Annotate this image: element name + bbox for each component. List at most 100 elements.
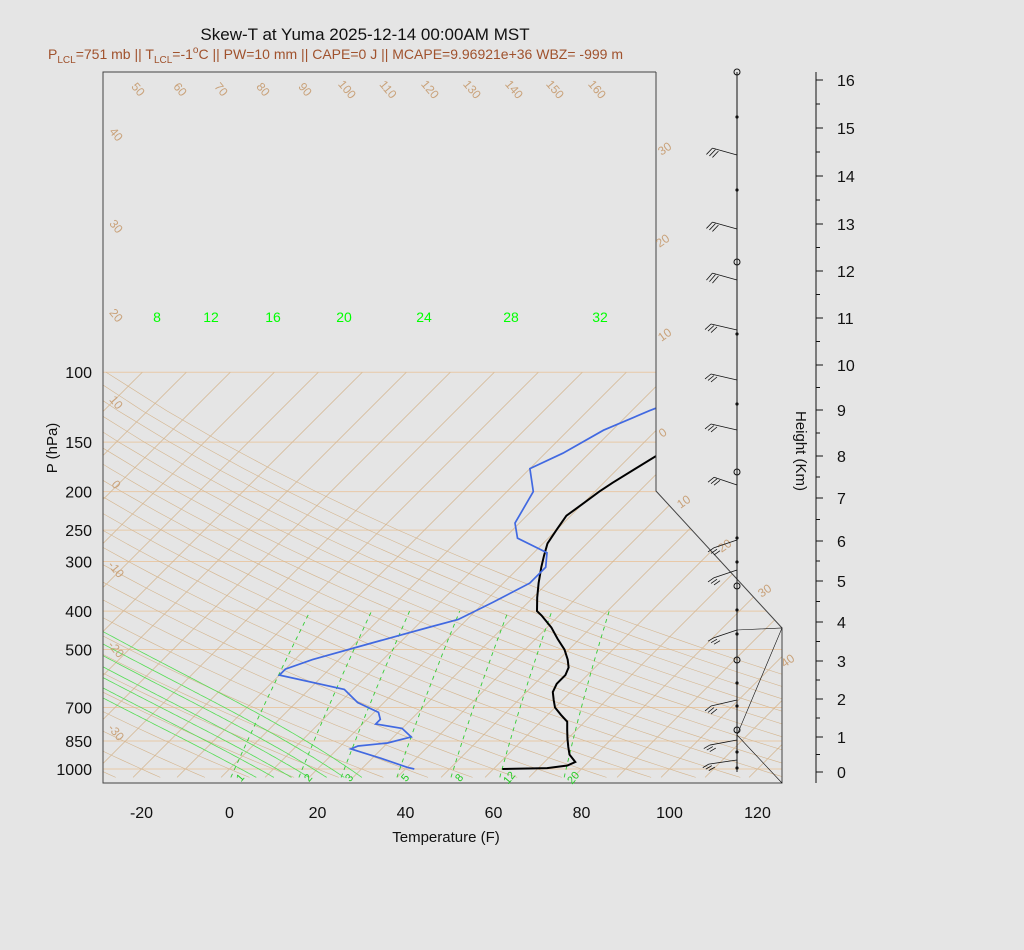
wind-barb-flag — [713, 550, 721, 556]
isotherm-label: 110 — [377, 78, 400, 102]
isotherm-label: 10 — [106, 393, 126, 412]
dry-adiabat-line — [103, 371, 782, 778]
wind-level-circle — [733, 468, 741, 476]
isotherm-label: 40 — [106, 125, 126, 144]
x-tick-label: 100 — [656, 805, 683, 822]
mixing-ratio-lines — [103, 515, 610, 778]
isotherm-line — [925, 372, 1024, 777]
wind-barb — [708, 759, 738, 765]
isotherm-label: 20 — [106, 306, 126, 325]
isotherm-line — [0, 372, 10, 777]
wind-level-dot — [735, 188, 739, 192]
isotherm-line — [103, 371, 187, 778]
wind-level-circle — [733, 258, 741, 266]
chart-subtitle: PLCL=751 mb || TLCL=-1oC || PW=10 mm || … — [48, 45, 623, 66]
y-tick-label: 100 — [65, 365, 92, 382]
x-tick-label: 40 — [397, 805, 415, 822]
isotherm-label: 30 — [755, 581, 774, 600]
mixing-ratio-line — [298, 610, 373, 778]
wind-barb-flag — [707, 707, 715, 713]
wind-barb-flag — [706, 221, 713, 229]
isotherm-label: 130 — [460, 77, 484, 102]
mixing-ratio-label: 28 — [503, 309, 519, 325]
wind-barb-flag — [706, 147, 713, 155]
isotherm-line — [103, 371, 275, 778]
mixing-ratio-label: 8 — [153, 309, 161, 325]
x-tick-label: 80 — [573, 805, 591, 822]
wind-barb-flag — [707, 637, 715, 642]
dry-adiabat-line — [103, 371, 741, 778]
wind-barb-flag — [710, 326, 718, 333]
wind-barb-flag — [705, 765, 713, 770]
isotherm-line — [103, 371, 363, 778]
height-tick-label: 14 — [837, 169, 855, 186]
height-tick-label: 11 — [837, 311, 854, 328]
isotherm-line — [969, 372, 1024, 777]
isotherm-label: 160 — [585, 77, 609, 102]
height-tick-label: 5 — [837, 574, 846, 591]
wind-barb-flag — [710, 578, 718, 584]
isotherm-line — [1013, 372, 1024, 777]
isotherm-label: 140 — [502, 77, 526, 102]
isotherm-label: 30 — [106, 217, 126, 236]
dry-adiabat-line — [103, 372, 206, 778]
x-tick-label: 0 — [225, 805, 234, 822]
isotherm-line — [264, 371, 671, 778]
isotherm-line — [132, 371, 539, 778]
mixing-ratio-line — [450, 610, 509, 778]
wind-barb-flag — [707, 547, 715, 553]
wind-barb-flag — [712, 224, 719, 232]
dry-adiabat-line — [103, 371, 782, 778]
isotherm-line — [484, 371, 782, 778]
mixing-ratio-label: 32 — [592, 309, 608, 325]
wind-level-dot — [735, 332, 739, 336]
wind-barb — [710, 699, 738, 707]
wind-level-circle — [733, 582, 741, 590]
wind-barb-flag — [709, 149, 716, 157]
wind-barb — [713, 539, 738, 549]
wind-barb-flag — [713, 640, 721, 645]
isotherm-line — [103, 371, 319, 778]
isotherm-line — [103, 371, 231, 778]
height-tick-label: 3 — [837, 654, 846, 671]
dry-adiabat-line — [103, 371, 782, 778]
mixing-ratio-label: 3 — [343, 772, 356, 784]
x-tick-label: -20 — [130, 805, 153, 822]
sounding-series — [277, 371, 782, 770]
wind-level-dot — [735, 681, 739, 685]
dewpoint-line — [277, 371, 746, 770]
wind-barb-flag — [707, 577, 715, 583]
y-tick-label: 1000 — [56, 762, 92, 779]
mixing-ratio-label: 20 — [565, 770, 582, 787]
isotherm-line — [748, 371, 782, 778]
y-tick-label: 700 — [65, 701, 92, 718]
y-tick-label: 150 — [65, 435, 92, 452]
isotherm-label: 0 — [109, 477, 124, 491]
wind-level-dot — [735, 632, 739, 636]
wind-barb-flag — [709, 274, 716, 282]
wind-barb-flag — [706, 272, 713, 281]
isotherm-line — [572, 371, 782, 778]
wind-barb-flag — [704, 323, 712, 330]
wind-barb-flag — [710, 548, 718, 554]
wind-barb — [713, 476, 738, 486]
height-tick-label: 7 — [837, 491, 846, 508]
y-axis-label: P (hPa) — [44, 423, 61, 474]
isotherm-label: 10 — [674, 492, 693, 511]
isotherm-label: 90 — [295, 80, 315, 99]
temperature-line — [502, 371, 782, 770]
mixing-ratio-label: 24 — [416, 309, 432, 325]
wind-barb-flag — [707, 476, 715, 483]
y-tick-label: 400 — [65, 604, 92, 621]
height-axis-label: Height (Km) — [792, 411, 809, 491]
wind-barb-flag — [710, 426, 718, 433]
wind-barb-flag — [710, 638, 718, 644]
height-tick-label: 13 — [837, 217, 855, 234]
x-tick-label: 20 — [309, 805, 327, 822]
mixing-ratio-label: 12 — [501, 770, 518, 787]
mixing-ratio-label: 5 — [399, 772, 412, 784]
wind-level-dot — [735, 402, 739, 406]
dry-adiabat-line — [103, 371, 652, 778]
wind-barb-flag — [707, 325, 715, 332]
isotherm-line — [103, 371, 451, 778]
